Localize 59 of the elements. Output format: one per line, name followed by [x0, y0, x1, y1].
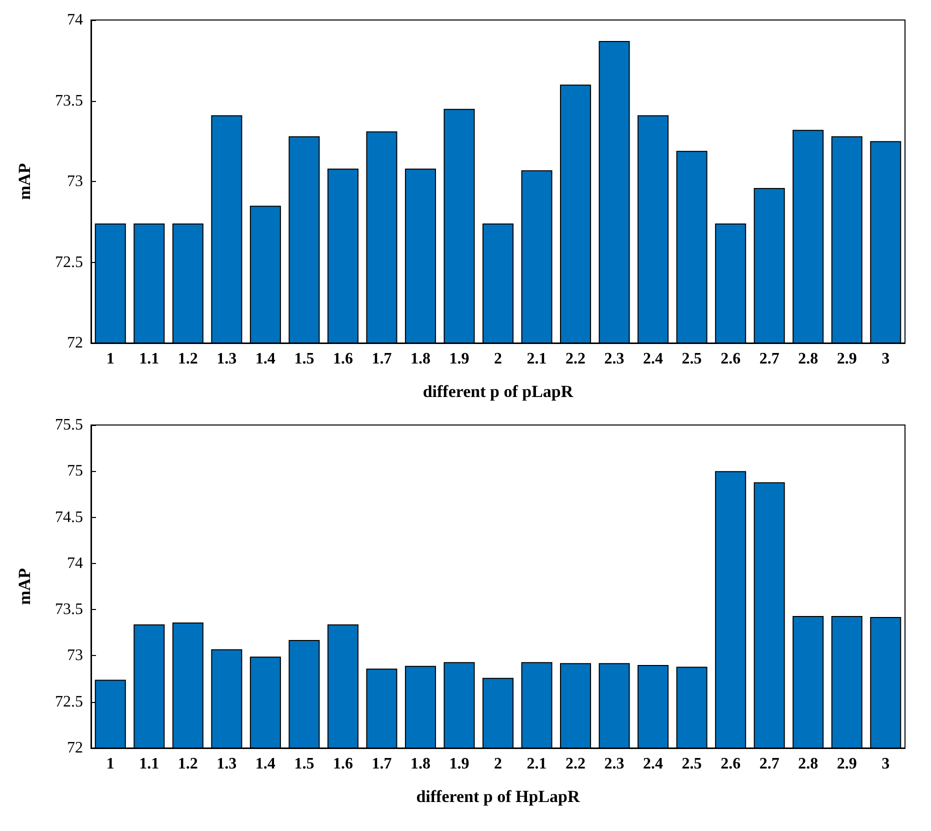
x-tick-label: 2.9 — [836, 756, 857, 772]
x-tick-label: 2.6 — [720, 756, 741, 772]
x-axis-title: different p of pLapR — [422, 382, 574, 401]
x-tick-label: 2 — [494, 350, 502, 368]
y-tick-label: 73 — [67, 647, 83, 664]
x-tick-label: 3 — [882, 350, 890, 368]
x-tick-label: 1.6 — [332, 350, 353, 368]
y-axis-title: mAP — [15, 568, 34, 605]
x-tick-label: 2.9 — [836, 350, 857, 368]
x-tick-label: 1 — [106, 350, 114, 368]
x-tick-label: 1.8 — [410, 756, 430, 772]
x-tick-label: 2.4 — [643, 350, 664, 368]
x-tick-label: 1.5 — [294, 756, 314, 772]
x-tick-label: 2.3 — [604, 350, 624, 368]
x-tick-label: 1.2 — [178, 756, 198, 772]
x-tick-label: 2.1 — [526, 756, 547, 772]
x-tick-label: 1.9 — [449, 756, 470, 772]
x-tick-label: 1.1 — [139, 350, 160, 368]
x-tick-label: 1.6 — [332, 756, 353, 772]
x-tick-label: 1.3 — [216, 350, 237, 368]
x-tick-label: 2.7 — [759, 756, 780, 772]
y-tick-label: 73 — [67, 173, 83, 190]
x-tick-label: 3 — [882, 756, 890, 772]
x-tick-label: 1.4 — [255, 756, 276, 772]
y-tick-label: 74 — [67, 554, 83, 572]
y-tick-label: 72.5 — [55, 254, 83, 271]
x-tick-label: 1.7 — [372, 756, 392, 772]
x-tick-label: 2.5 — [682, 350, 702, 368]
x-tick-label: 2.5 — [682, 756, 702, 772]
y-tick-label: 73.5 — [55, 92, 83, 110]
y-tick-label: 73.5 — [55, 601, 83, 618]
x-tick-label: 1.9 — [449, 350, 470, 368]
y-axis-title: mAP — [15, 163, 34, 200]
y-tick-label: 75.5 — [55, 416, 83, 434]
x-tick-label: 1.2 — [178, 350, 198, 368]
x-tick-label: 2 — [494, 756, 502, 772]
x-tick-label: 2.4 — [643, 756, 664, 772]
x-tick-label: 1.3 — [216, 756, 237, 772]
y-tick-label: 72.5 — [55, 693, 83, 710]
x-tick-label: 1 — [106, 756, 114, 772]
x-tick-label: 2.8 — [798, 350, 818, 368]
y-tick-label: 75 — [67, 462, 83, 480]
x-tick-label: 2.6 — [720, 350, 741, 368]
y-tick-label: 72 — [67, 740, 83, 756]
x-tick-label: 2.1 — [526, 350, 547, 368]
y-tick-label: 74.5 — [55, 508, 83, 526]
x-tick-label: 2.2 — [566, 756, 586, 772]
x-tick-label: 2.2 — [566, 350, 586, 368]
x-tick-label: 2.3 — [604, 756, 624, 772]
x-tick-label: 1.4 — [255, 350, 276, 368]
x-tick-label: 1.1 — [139, 756, 160, 772]
x-tick-label: 1.8 — [410, 350, 430, 368]
y-tick-label: 74 — [67, 12, 83, 28]
x-tick-label: 2.8 — [798, 756, 818, 772]
x-tick-label: 2.7 — [759, 350, 780, 368]
x-axis-title: different p of HpLapR — [416, 787, 580, 806]
x-tick-label: 1.7 — [372, 350, 392, 368]
x-tick-label: 1.5 — [294, 350, 314, 368]
y-tick-label: 72 — [67, 334, 83, 352]
